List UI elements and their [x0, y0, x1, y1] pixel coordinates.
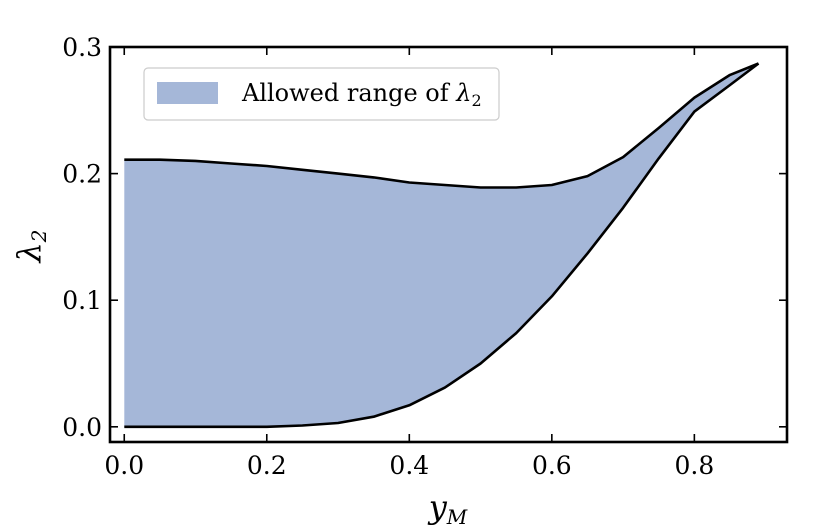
plot-area: [124, 63, 759, 427]
x-tick-label: 0.8: [674, 451, 714, 480]
legend-box: [143, 67, 500, 121]
y-tick-label: 0.1: [62, 286, 102, 315]
x-tick-label: 0.2: [247, 451, 287, 480]
y-tick-label: 0.2: [62, 160, 102, 189]
x-tick-label: 0.4: [389, 451, 429, 480]
axes-frame: [108, 45, 789, 444]
legend-label-symbol: λ: [455, 79, 471, 107]
x-axis-label-sub: M: [446, 505, 468, 529]
legend: Allowed range of λ2: [143, 67, 500, 121]
boundary-curves: [124, 62, 760, 429]
y-axis-label-main: λ: [10, 242, 48, 264]
x-axis-label-main: y: [427, 488, 448, 526]
y-tick-label: 0.0: [62, 413, 102, 442]
legend-label: Allowed range of λ2: [241, 79, 482, 110]
x-axis: 0.0 0.2 0.4 0.6 0.8: [104, 47, 714, 480]
x-axis-label: yM: [427, 488, 468, 529]
x-tick-label: 0.6: [532, 451, 572, 480]
allowed-range-area: [124, 63, 759, 427]
y-tick-label: 0.3: [62, 33, 102, 62]
legend-label-sub: 2: [471, 91, 481, 110]
y-axis-label: λ2: [10, 229, 51, 264]
upper-boundary-line: [124, 62, 759, 189]
legend-swatch: [157, 82, 218, 104]
lower-boundary-line: [124, 62, 760, 429]
y-axis-label-sub: 2: [27, 229, 51, 243]
y-axis: 0.0 0.1 0.2 0.3: [62, 33, 787, 442]
legend-label-text: Allowed range of: [241, 79, 456, 107]
x-tick-label: 0.0: [104, 451, 144, 480]
